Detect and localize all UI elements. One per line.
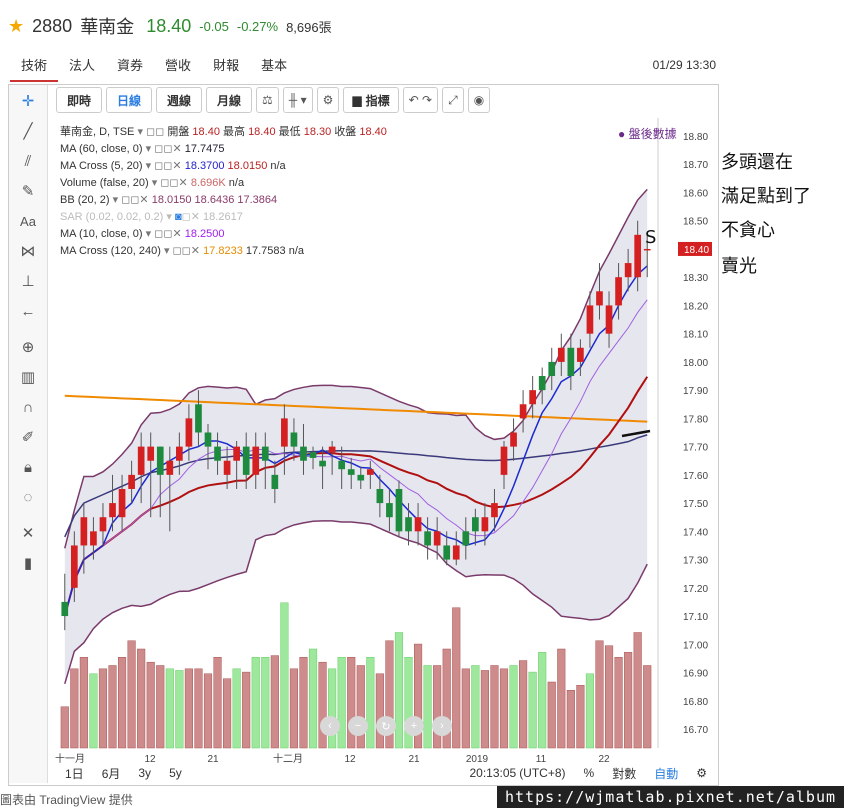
- ruler-icon[interactable]: ▥: [20, 369, 36, 386]
- pattern-icon[interactable]: ⋈: [20, 243, 36, 260]
- zoom-out-icon[interactable]: −: [348, 716, 368, 736]
- trash-icon[interactable]: ▮: [23, 555, 33, 572]
- candle-style-icon[interactable]: ╫ ▾: [282, 87, 313, 113]
- tab-margin[interactable]: 資券: [117, 58, 144, 73]
- tab-institutional[interactable]: 法人: [69, 58, 96, 73]
- arrow-left-icon[interactable]: ←: [20, 302, 36, 320]
- undo-icon[interactable]: ↶ ↷: [402, 87, 439, 113]
- fullscreen-icon[interactable]: ⤢: [442, 87, 464, 113]
- scroll-right-icon[interactable]: ›: [432, 716, 452, 736]
- tab-basic[interactable]: 基本: [261, 58, 288, 73]
- stock-code: 2880: [32, 15, 73, 36]
- range-3y[interactable]: 3y: [138, 766, 152, 780]
- legend-ma10: MA (10, close, 0): [60, 228, 143, 240]
- daily-button[interactable]: 日線: [106, 87, 152, 113]
- hide-eye-icon[interactable]: ◌: [23, 488, 33, 506]
- settings-gear-icon[interactable]: ⚙: [316, 87, 340, 113]
- zoom-in-nav-icon[interactable]: +: [404, 716, 424, 736]
- axis-settings-icon[interactable]: ⚙: [696, 766, 707, 780]
- tab-financials[interactable]: 財報: [213, 58, 240, 73]
- after-hours-label[interactable]: ● 盤後數據: [618, 127, 677, 141]
- favorite-star-icon[interactable]: ★: [8, 15, 25, 36]
- auto-toggle[interactable]: 自動: [654, 766, 679, 781]
- chart-bottom-bar: 1日 6月 3y 5y 20:13:05 (UTC+8) % 對數 自動 ⚙: [56, 764, 716, 782]
- stock-price: 18.40: [146, 15, 192, 36]
- log-toggle[interactable]: 對數: [612, 766, 637, 781]
- range-1d[interactable]: 1日: [65, 766, 84, 781]
- magnet-icon[interactable]: ∩: [22, 398, 34, 416]
- indicators-icon: ▆: [352, 93, 362, 107]
- weekly-button[interactable]: 週線: [156, 87, 202, 113]
- price-change-pct: -0.27%: [236, 18, 279, 34]
- legend-ma60: MA (60, close, 0): [60, 143, 143, 155]
- zoom-in-icon[interactable]: ⊕: [21, 339, 35, 356]
- tab-technical[interactable]: 技術: [10, 52, 59, 82]
- brush-icon[interactable]: ✎: [21, 183, 35, 200]
- timezone[interactable]: (UTC+8): [519, 766, 566, 780]
- measure-icon[interactable]: ⊥: [21, 273, 35, 290]
- source-credit[interactable]: 圖表由 TradingView 提供: [0, 793, 133, 807]
- fib-icon[interactable]: ⫽: [24, 152, 32, 170]
- realtime-button[interactable]: 即時: [56, 87, 102, 113]
- clock: 20:13:05: [469, 766, 517, 780]
- indicators-label: 指標: [365, 93, 390, 108]
- chart-datetime: 01/29 13:30: [652, 58, 716, 72]
- text-tool-icon[interactable]: Aa: [20, 213, 36, 229]
- chart-legend: 華南金, D, TSE ▾ ◻◻ 開盤 18.40 最高 18.40 最低 18…: [60, 126, 387, 257]
- legend-sar: SAR (0.02, 0.02, 0.2): [60, 211, 164, 223]
- scroll-left-icon[interactable]: ‹: [320, 716, 340, 736]
- percent-toggle[interactable]: %: [583, 766, 595, 780]
- range-6m[interactable]: 6月: [101, 766, 121, 781]
- watermark: https://wjmatlab.pixnet.net/album: [496, 786, 844, 808]
- camera-icon[interactable]: ◉: [467, 87, 491, 113]
- stock-name: 華南金: [80, 17, 135, 37]
- crosshair-icon[interactable]: ✛: [21, 93, 35, 110]
- indicators-button[interactable]: ▆ 指標: [343, 87, 399, 113]
- trade-volume: 8,696張: [286, 19, 332, 35]
- annotation-line-4: 賣光: [721, 256, 757, 277]
- legend-symbol: 華南金, D, TSE: [60, 126, 135, 138]
- legend-volume: Volume (false, 20): [60, 177, 149, 189]
- monthly-button[interactable]: 月線: [206, 87, 252, 113]
- annotation-line-3: 不貪心: [721, 220, 775, 241]
- legend-macross2: MA Cross (120, 240): [60, 245, 161, 257]
- trendline-icon[interactable]: ╱: [23, 123, 33, 140]
- drawing-toolbar: ✛ ╱ ⫽ ✎ Aa ⋈ ⊥ ← ⊕ ▥ ∩ ✐ 🔒︎ ◌ ✕ ▮: [9, 85, 48, 783]
- range-5y[interactable]: 5y: [169, 766, 182, 780]
- annotation-line-1: 多頭還在: [721, 152, 793, 173]
- stock-header: ★ 2880 華南金 18.40 -0.05 -0.27% 8,696張: [8, 12, 332, 40]
- legend-bb: BB (20, 2): [60, 194, 110, 206]
- tab-revenue[interactable]: 營收: [165, 58, 192, 73]
- tools-icon[interactable]: ✕: [21, 525, 35, 542]
- chart-toolbar: 即時 日線 週線 月線 ⚖ ╫ ▾ ⚙ ▆ 指標 ↶ ↷ ⤢ ◉: [56, 87, 491, 113]
- price-change: -0.05: [199, 18, 229, 34]
- pencil-lock-icon[interactable]: ✐: [21, 429, 35, 446]
- legend-macross1: MA Cross (5, 20): [60, 160, 143, 172]
- lock-icon[interactable]: 🔒︎: [24, 458, 32, 476]
- annotation-line-2: 滿足點到了: [721, 186, 811, 207]
- section-tabs: 技術 法人 資券 營收 財報 基本: [10, 52, 298, 82]
- reset-icon[interactable]: ↻: [376, 716, 396, 736]
- compare-icon[interactable]: ⚖: [256, 87, 279, 113]
